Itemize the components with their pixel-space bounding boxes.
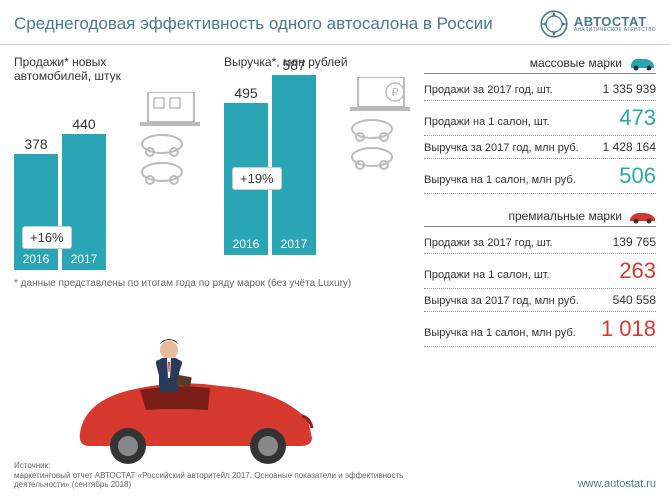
- stat-row: Выручка за 2017 год, млн руб. 540 558: [424, 289, 656, 312]
- stat-value: 263: [619, 258, 656, 284]
- bar-value: 495: [234, 85, 257, 101]
- bar-value: 587: [282, 57, 305, 73]
- stat-row: Продажи за 2017 год, шт. 1 335 939: [424, 78, 656, 101]
- dealership-icon: [130, 92, 200, 202]
- bar-year: 2017: [281, 237, 308, 255]
- revenue-bar-2017: 587 2017: [272, 75, 316, 255]
- sales-chart: Продажи* новых автомобилей, штук 378 201…: [14, 55, 194, 270]
- source: Источник: маркетинговый отчет АВТОСТАТ «…: [14, 461, 434, 490]
- stat-value: 139 765: [613, 235, 656, 249]
- stat-value: 473: [619, 105, 656, 131]
- stat-value: 506: [619, 163, 656, 189]
- revenue-chart-title: Выручка*, млн рублей: [224, 55, 404, 69]
- stat-row: Выручка за 2017 год, млн руб. 1 428 164: [424, 136, 656, 159]
- stat-row: Продажи за 2017 год, шт. 139 765: [424, 231, 656, 254]
- bar-year: 2016: [233, 237, 260, 255]
- stat-row: Выручка на 1 салон, млн руб. 1 018: [424, 312, 656, 347]
- stat-label: Продажи за 2017 год, шт.: [424, 237, 553, 249]
- stat-label: Продажи за 2017 год, шт.: [424, 84, 553, 96]
- car-icon: [628, 55, 656, 71]
- sales-bar-2016: 378 2016: [14, 154, 58, 270]
- stat-row: Продажи на 1 салон, шт. 473: [424, 101, 656, 136]
- stat-row: Выручка на 1 салон, млн руб. 506: [424, 159, 656, 194]
- bar-year: 2016: [23, 252, 50, 270]
- stat-value: 1 018: [601, 316, 656, 342]
- car-illustration: [50, 338, 330, 468]
- bar-year: 2017: [71, 252, 98, 270]
- source-text: маркетинговый отчет АВТОСТАТ «Российский…: [14, 471, 434, 490]
- sales-change-badge: +16%: [22, 226, 72, 249]
- stat-label: Продажи на 1 салон, шт.: [424, 116, 550, 128]
- svg-text:₽: ₽: [392, 87, 399, 99]
- premium-title: премиальные марки: [508, 209, 622, 223]
- revenue-change-badge: +19%: [232, 167, 282, 190]
- stat-label: Продажи на 1 салон, шт.: [424, 269, 550, 281]
- sales-bar-2017: 440 2017: [62, 134, 106, 270]
- stat-row: Продажи на 1 салон, шт. 263: [424, 254, 656, 289]
- url: www.autostat.ru: [578, 478, 656, 490]
- revenue-chart: Выручка*, млн рублей 495 2016 587 2017: [224, 55, 404, 270]
- stat-value: 1 428 164: [603, 140, 656, 154]
- premium-brands-section: премиальные марки Продажи за 2017 год, ш…: [424, 208, 656, 347]
- footnote: * данные представлены по итогам года по …: [14, 278, 414, 289]
- header: Среднегодовая эффективность одного автос…: [0, 0, 670, 45]
- stat-label: Выручка за 2017 год, млн руб.: [424, 295, 579, 307]
- sports-car-icon: [628, 208, 656, 224]
- stat-value: 1 335 939: [603, 82, 656, 96]
- bar-value: 440: [72, 116, 95, 132]
- stat-label: Выручка за 2017 год, млн руб.: [424, 142, 579, 154]
- page-title: Среднегодовая эффективность одного автос…: [14, 14, 493, 34]
- bar-value: 378: [24, 136, 47, 152]
- logo: АВТОСТАТ АНАЛИТИЧЕСКОЕ АГЕНТСТВО: [538, 8, 656, 40]
- dealership-ruble-icon: ₽: [340, 77, 410, 187]
- sales-chart-title: Продажи* новых автомобилей, штук: [14, 55, 194, 84]
- mass-title: массовые марки: [530, 56, 622, 70]
- logo-icon: [538, 8, 570, 40]
- mass-brands-section: массовые марки Продажи за 2017 год, шт. 1…: [424, 55, 656, 194]
- stat-label: Выручка на 1 салон, млн руб.: [424, 174, 576, 186]
- source-label: Источник:: [14, 461, 434, 471]
- logo-subtext: АНАЛИТИЧЕСКОЕ АГЕНТСТВО: [574, 28, 656, 33]
- stat-value: 540 558: [613, 293, 656, 307]
- stat-label: Выручка на 1 салон, млн руб.: [424, 327, 576, 339]
